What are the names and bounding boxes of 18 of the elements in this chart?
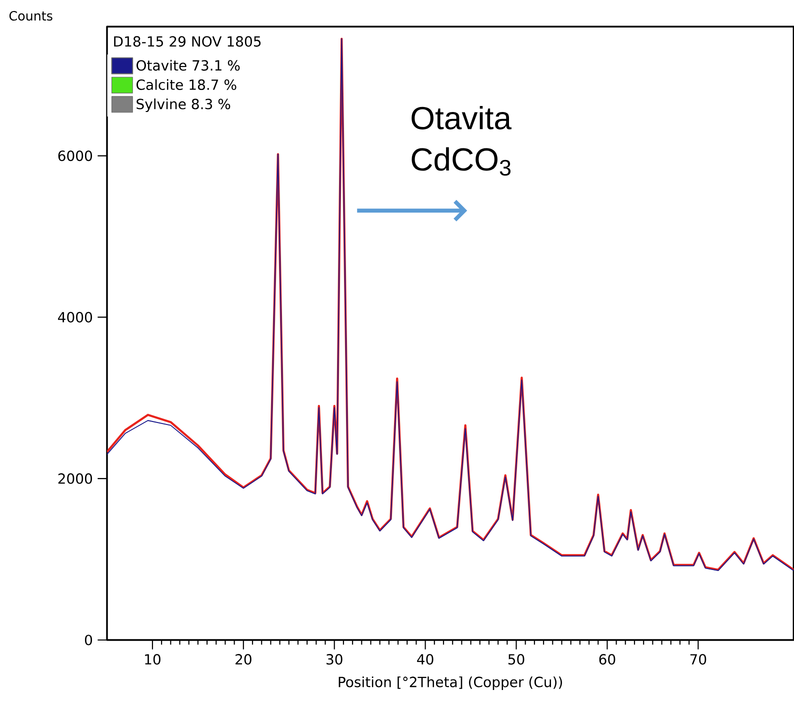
x-tick-label: 20 — [236, 654, 252, 665]
y-tick-label: 4000 — [58, 312, 92, 322]
legend-title: D18-15 29 NOV 1805 — [114, 36, 261, 47]
y-tick-label: 0 — [84, 634, 92, 646]
y-tick-label: 2000 — [58, 473, 92, 484]
y-tick-label: 6000 — [58, 150, 92, 162]
x-tick-label: 50 — [508, 654, 524, 665]
legend-label: Otavite 73.1 % — [136, 60, 240, 71]
x-axis-title: Position [°2Theta] (Copper (Cu)) — [338, 676, 562, 690]
x-tick-label: 70 — [690, 654, 706, 665]
y-axis-title: Counts — [9, 11, 52, 21]
legend-label: Sylvine 8.3 % — [136, 98, 230, 112]
x-tick-label: 10 — [145, 654, 160, 665]
x-tick-label: 60 — [599, 654, 616, 665]
x-tick-label: 30 — [326, 654, 342, 665]
x-tick-label: 40 — [417, 654, 434, 665]
legend-label: Calcite 18.7 % — [136, 79, 236, 90]
annotation: Otavita CdCO$_{3}$ — [412, 106, 512, 176]
